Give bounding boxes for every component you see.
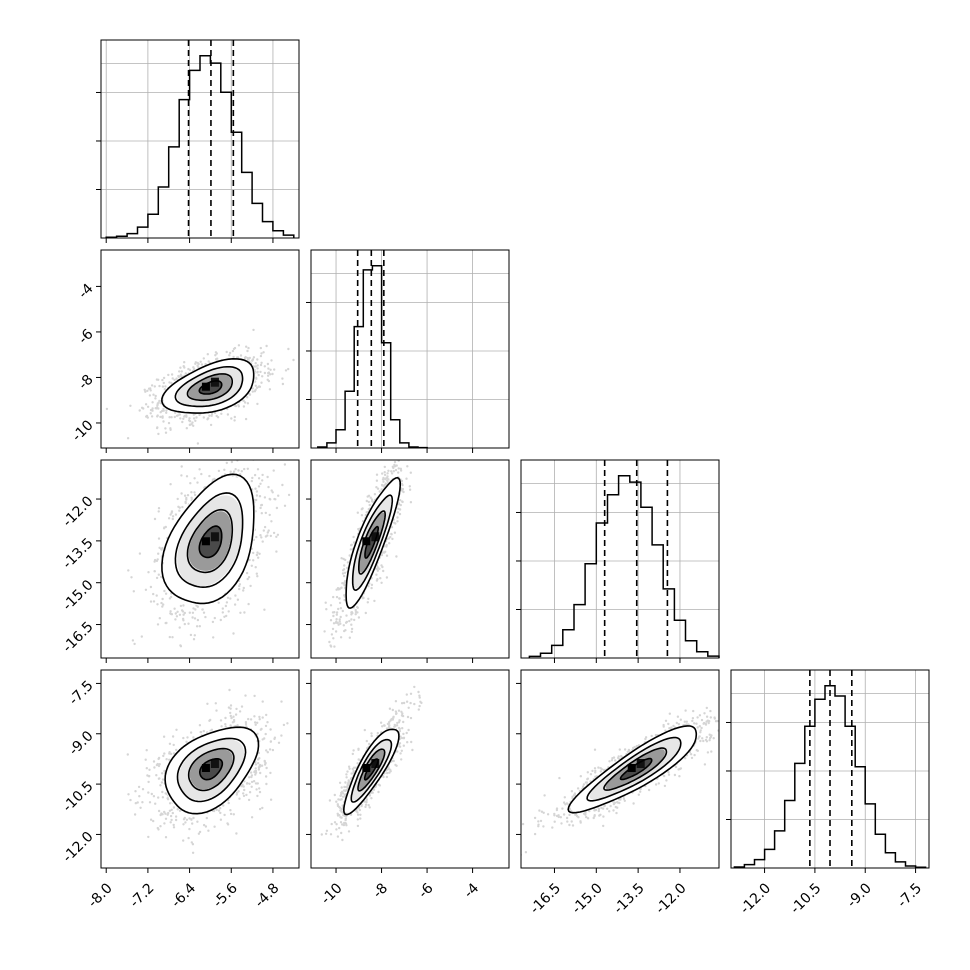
contour-line	[161, 473, 255, 605]
y-tick-label: -16.5	[60, 619, 97, 656]
panel-frame	[310, 249, 510, 449]
contour-line	[187, 747, 235, 792]
x-tick-label: -12.0	[653, 880, 690, 917]
y-tick-label: -6	[75, 326, 96, 347]
contour-line	[174, 492, 244, 589]
y-tick-label: -10	[69, 417, 96, 444]
density-panel	[521, 706, 719, 856]
x-tick-label: -16.5	[527, 880, 564, 917]
density-panel	[127, 460, 291, 648]
density-panel	[323, 460, 413, 648]
x-tick-label: -10	[318, 880, 345, 907]
density-peak	[371, 532, 380, 542]
y-tick-label: -12.0	[60, 829, 97, 866]
contour-line	[567, 725, 698, 814]
density-panel	[320, 685, 423, 842]
contour-line	[199, 758, 224, 781]
density-peak	[210, 532, 219, 542]
contour-line	[358, 510, 387, 575]
panel-frame	[100, 249, 300, 449]
density-peak	[210, 759, 219, 768]
density-peak	[201, 764, 210, 772]
panel-frame	[310, 669, 510, 869]
panel-frame	[520, 459, 720, 659]
x-tick-label: -7.5	[895, 880, 926, 911]
histogram-step	[105, 55, 295, 239]
panel-frame	[100, 459, 300, 659]
x-tick-label: -9.0	[844, 880, 875, 911]
density-peak	[201, 537, 210, 546]
y-tick-label: -15.0	[60, 577, 97, 614]
contour-line	[161, 357, 255, 414]
contour-line	[363, 758, 379, 781]
contour-line	[164, 726, 260, 815]
x-tick-label: -8	[370, 880, 391, 901]
contour-line	[174, 366, 244, 408]
density-panel	[126, 688, 289, 854]
density-peak	[371, 759, 380, 768]
x-tick-label: -6	[415, 880, 436, 901]
x-tick-label: -7.2	[127, 880, 158, 911]
histogram-step	[317, 265, 428, 449]
x-tick-label: -4	[461, 880, 482, 901]
contour-line	[586, 736, 682, 802]
contour-line	[198, 525, 223, 559]
contour-line	[357, 748, 386, 792]
y-tick-label: -4	[75, 281, 96, 302]
contour-line	[186, 508, 234, 574]
y-tick-label: -7.5	[66, 678, 97, 709]
y-tick-label: -10.5	[60, 778, 97, 815]
x-tick-label: -4.8	[252, 880, 283, 911]
y-tick-label: -12.0	[60, 493, 97, 530]
y-tick-label: -8	[75, 372, 96, 393]
density-peak	[636, 759, 645, 768]
x-tick-label: -13.5	[611, 880, 648, 917]
contour-line	[345, 476, 401, 609]
panels-layer	[96, 39, 930, 873]
contour-line	[186, 373, 233, 402]
y-tick-label: -9.0	[66, 728, 97, 759]
x-tick-label: -8.0	[85, 880, 116, 911]
panel-frame	[310, 459, 510, 659]
x-tick-label: -5.6	[210, 880, 241, 911]
panel-frame	[100, 39, 300, 239]
x-tick-label: -10.5	[788, 880, 825, 917]
contour-line	[603, 747, 668, 791]
panel-frame	[520, 669, 720, 869]
x-tick-label: -15.0	[569, 880, 606, 917]
contour-line	[342, 728, 400, 816]
y-tick-label: -13.5	[60, 535, 97, 572]
contour-line	[619, 757, 653, 781]
x-tick-label: -12.0	[737, 880, 774, 917]
contour-line	[351, 494, 394, 592]
contour-line	[198, 379, 223, 395]
density-peak	[210, 377, 219, 387]
density-peak	[362, 764, 371, 772]
x-tick-label: -6.4	[169, 880, 200, 911]
contour-line	[364, 525, 379, 559]
panel-frame	[730, 669, 930, 869]
contour-line	[350, 738, 393, 803]
density-peak	[362, 537, 371, 546]
histogram-step	[528, 475, 720, 658]
panel-frame	[100, 669, 300, 869]
contour-line	[176, 737, 247, 803]
density-peak	[201, 382, 210, 391]
density-panel	[105, 328, 295, 445]
